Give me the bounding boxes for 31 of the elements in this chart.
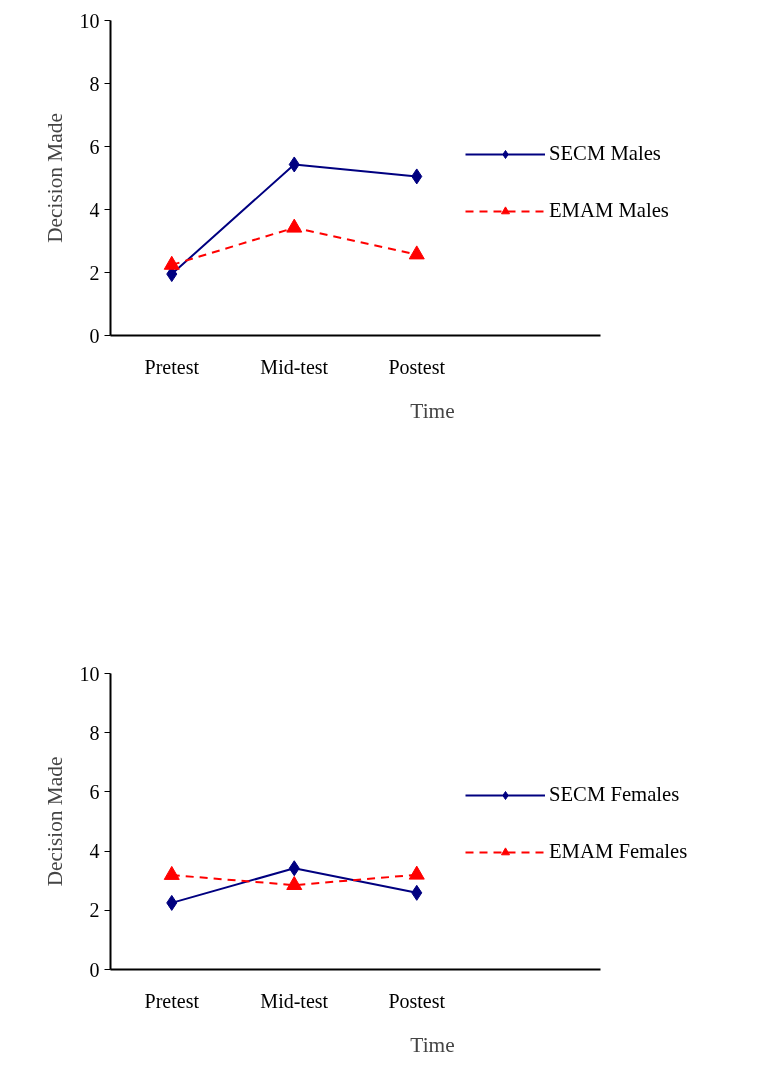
- y-tick-label: 8: [89, 721, 100, 744]
- legend-label: SECM Males: [549, 142, 661, 165]
- y-tick-label: 2: [89, 899, 100, 922]
- y-tick-label: 6: [89, 780, 100, 803]
- y-axis-title: Decision Made: [42, 113, 67, 243]
- y-tick-label: 4: [89, 198, 100, 221]
- y-tick-label: 4: [89, 840, 100, 863]
- x-axis-title: Time: [410, 398, 455, 423]
- legend-label: EMAM Females: [549, 840, 688, 863]
- x-axis-title: Time: [410, 1032, 455, 1057]
- y-tick-label: 6: [89, 135, 100, 158]
- y-tick-label: 8: [89, 72, 100, 95]
- point: [411, 168, 423, 185]
- x-tick-label: Mid-test: [260, 355, 329, 378]
- legend-label: EMAM Males: [549, 199, 669, 222]
- point: [408, 245, 425, 260]
- x-tick-label: Postest: [388, 355, 446, 378]
- y-axis-title: Decision Made: [42, 756, 67, 887]
- y-tick-label: 2: [89, 261, 100, 284]
- y-tick-label: 10: [79, 662, 100, 685]
- y-tick-label: 10: [79, 9, 100, 32]
- point: [286, 218, 303, 233]
- legend-label: SECM Females: [549, 783, 680, 806]
- y-tick-label: 0: [89, 958, 100, 981]
- point: [288, 156, 300, 173]
- point: [163, 255, 180, 270]
- y-tick-label: 0: [89, 324, 100, 347]
- x-tick-label: Postest: [388, 989, 446, 1012]
- x-tick-label: Mid-test: [260, 989, 329, 1012]
- x-tick-label: Pretest: [144, 355, 200, 378]
- x-tick-label: Pretest: [144, 989, 200, 1012]
